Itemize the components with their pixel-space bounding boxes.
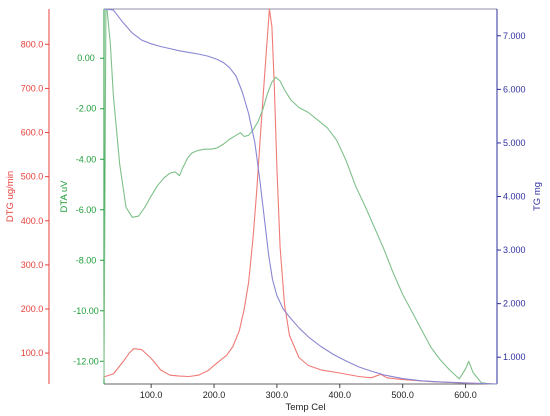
tg-axis-title: TG mg	[532, 182, 543, 211]
dta-tick-label: -4.00	[76, 154, 97, 164]
tg-curve	[103, 8, 498, 385]
tg-tick-label: 2.000	[503, 299, 526, 309]
tg-tick-label: 4.000	[503, 192, 526, 202]
dta-tick-label: -2.00	[76, 104, 97, 114]
dta-tick-label: -8.00	[76, 255, 97, 265]
dtg-tick-label: 700.0	[21, 83, 44, 93]
series-group	[103, 8, 498, 385]
tg-tick-label: 1.000	[503, 352, 526, 362]
temperature-tick-label: 300.0	[266, 390, 289, 400]
dta-tick-label: -6.00	[76, 205, 97, 215]
dta-tick-label: -12.00	[73, 356, 99, 366]
dta-tick-label: 0.00	[77, 53, 95, 63]
dtg-tick-label: 300.0	[21, 260, 44, 270]
dtg-tick-label: 800.0	[21, 39, 44, 49]
dta-curve	[103, 9, 497, 385]
tg-tick-label: 5.000	[503, 138, 526, 148]
temperature-axis-title: Temp Cel	[285, 402, 325, 413]
temperature-tick-label: 200.0	[203, 390, 226, 400]
temperature-tick-label: 600.0	[454, 390, 477, 400]
temperature-tick-label: 500.0	[391, 390, 414, 400]
dtg-tick-label: 600.0	[21, 128, 44, 138]
dtg-curve	[103, 8, 498, 385]
dtg-tick-label: 100.0	[21, 348, 44, 358]
dtg-tick-label: 500.0	[21, 172, 44, 182]
temperature-tick-label: 400.0	[329, 390, 352, 400]
temperature-axis: 100.0 200.0 300.0 400.0 500.0 600.0	[140, 384, 477, 400]
dtg-axis-title: DTG ug/min	[5, 171, 16, 222]
temperature-tick-label: 100.0	[140, 390, 163, 400]
tg-tick-label: 6.000	[503, 84, 526, 94]
dtg-tick-label: 400.0	[21, 216, 44, 226]
dtg-tick-label: 200.0	[21, 304, 44, 314]
dtg-axis: 100.0 200.0 300.0 400.0 500.0 600.0 700.0 800.0	[21, 9, 50, 384]
plot-frame	[104, 8, 497, 385]
dta-axis: 0.00 -2.00 -4.00 -6.00 -8.00 -10.00 -12.00	[73, 9, 105, 384]
tg-tick-label: 3.000	[503, 245, 526, 255]
tg-tick-label: 7.000	[503, 31, 526, 41]
dta-tick-label: -10.00	[73, 306, 99, 316]
tg-axis: 1.000 2.000 3.000 4.000 5.000 6.000 7.000	[496, 9, 526, 384]
dta-axis-title: DTA uV	[59, 180, 70, 213]
